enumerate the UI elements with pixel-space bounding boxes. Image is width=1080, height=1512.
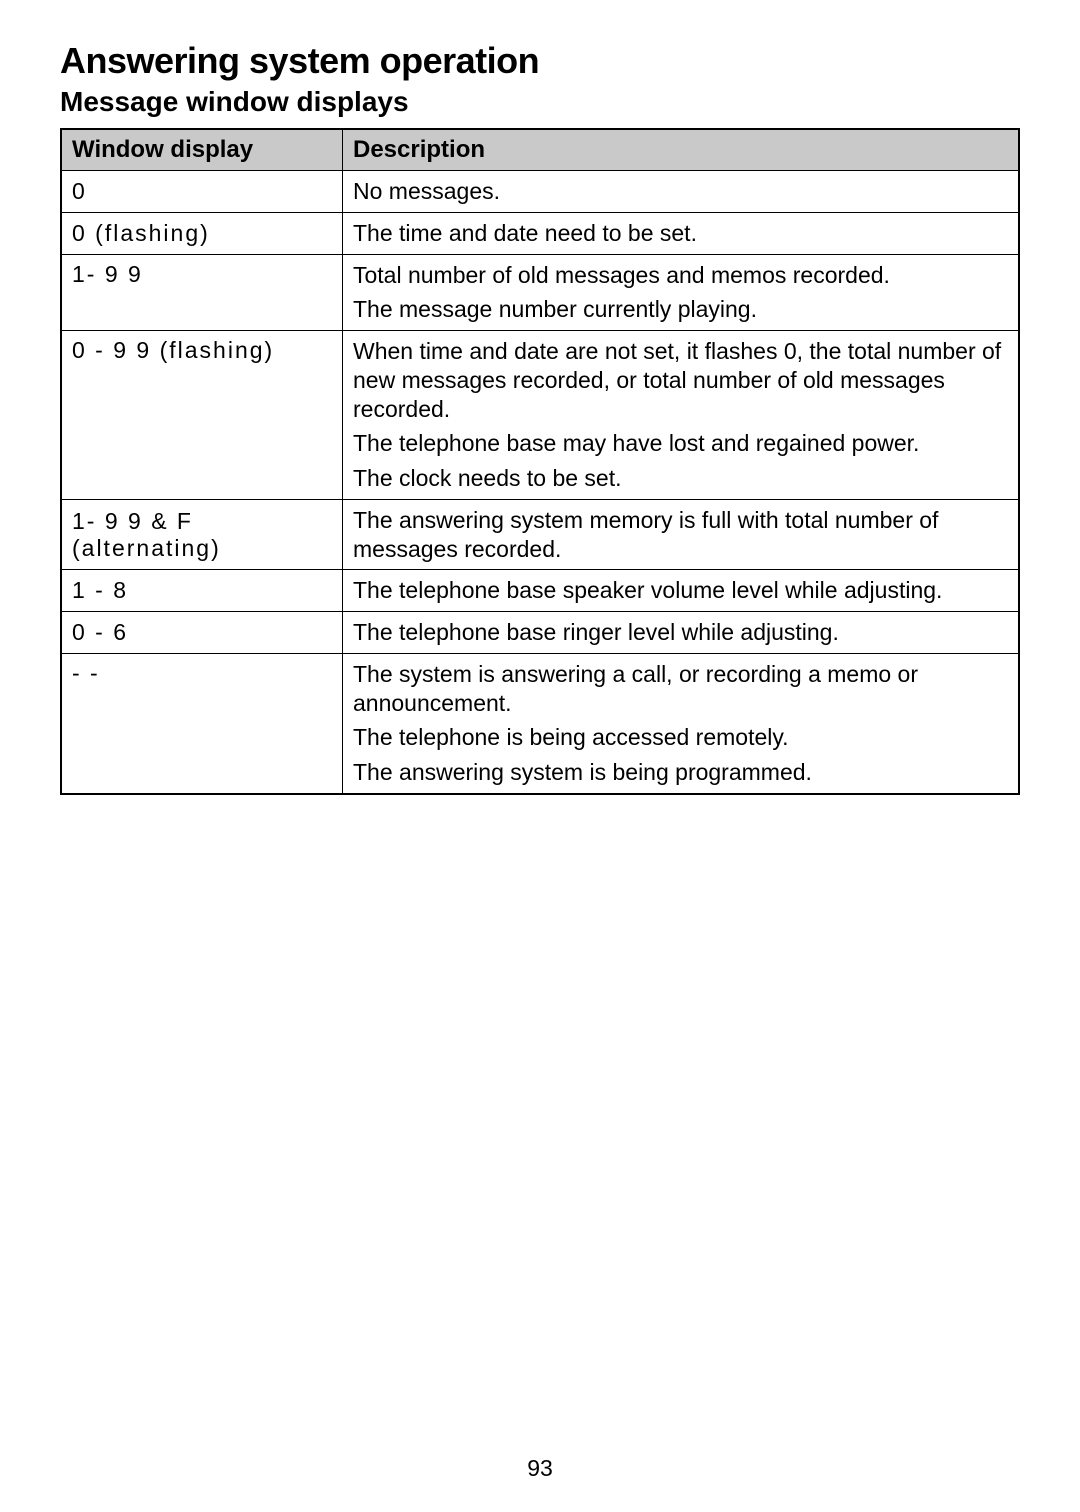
description-line: The telephone base may have lost and reg…	[353, 429, 1008, 458]
table-row: 1 - 8 The telephone base speaker volume l…	[61, 570, 1019, 612]
description-cell: The telephone base speaker volume level …	[343, 570, 1020, 612]
description-cell: The answering system memory is full with…	[343, 499, 1020, 570]
table-row: 1- 9 9 Total number of old messages and m…	[61, 254, 1019, 331]
description-cell: The system is answering a call, or recor…	[343, 653, 1020, 794]
window-display-cell: - -	[61, 653, 343, 794]
page: Answering system operation Message windo…	[0, 0, 1080, 1512]
page-number: 93	[0, 1455, 1080, 1482]
description-cell: Total number of old messages and memos r…	[343, 254, 1020, 331]
description-line: The telephone is being accessed remotely…	[353, 723, 1008, 752]
page-subtitle: Message window displays	[60, 86, 1020, 118]
table-row: 0 No messages.	[61, 171, 1019, 213]
description-line: The telephone base speaker volume level …	[353, 576, 1008, 605]
table-row: 0 (flashing) The time and date need to be…	[61, 212, 1019, 254]
window-display-cell: 1 - 8	[61, 570, 343, 612]
description-cell: The telephone base ringer level while ad…	[343, 612, 1020, 654]
page-title: Answering system operation	[60, 40, 1020, 82]
table-row: 0 - 6 The telephone base ringer level whi…	[61, 612, 1019, 654]
table-row: - -The system is answering a call, or re…	[61, 653, 1019, 794]
table-body: 0 No messages. 0 (flashing) The time and da…	[61, 171, 1019, 794]
description-line: When time and date are not set, it flash…	[353, 337, 1008, 423]
message-window-table: Window display Description 0 No messages.…	[60, 128, 1020, 795]
table-header-row: Window display Description	[61, 129, 1019, 171]
description-cell: The time and date need to be set.	[343, 212, 1020, 254]
description-line: No messages.	[353, 177, 1008, 206]
window-display-cell: 0 - 9 9 (flashing)	[61, 331, 343, 500]
table-header-window-display: Window display	[61, 129, 343, 171]
table-header-description: Description	[343, 129, 1020, 171]
description-line: The telephone base ringer level while ad…	[353, 618, 1008, 647]
description-line: The time and date need to be set.	[353, 219, 1008, 248]
description-line: The message number currently playing.	[353, 295, 1008, 324]
window-display-cell: 1- 9 9 & F (alternating)	[61, 499, 343, 570]
description-line: The system is answering a call, or recor…	[353, 660, 1008, 718]
table-row: 0 - 9 9 (flashing)When time and date are…	[61, 331, 1019, 500]
window-display-cell: 0	[61, 171, 343, 213]
description-line: The clock needs to be set.	[353, 464, 1008, 493]
description-cell: When time and date are not set, it flash…	[343, 331, 1020, 500]
window-display-cell: 0 - 6	[61, 612, 343, 654]
window-display-cell: 0 (flashing)	[61, 212, 343, 254]
description-cell: No messages.	[343, 171, 1020, 213]
window-display-cell: 1- 9 9	[61, 254, 343, 331]
description-line: The answering system is being programmed…	[353, 758, 1008, 787]
table-row: 1- 9 9 & F (alternating)The answering sy…	[61, 499, 1019, 570]
description-line: Total number of old messages and memos r…	[353, 261, 1008, 290]
description-line: The answering system memory is full with…	[353, 506, 1008, 564]
